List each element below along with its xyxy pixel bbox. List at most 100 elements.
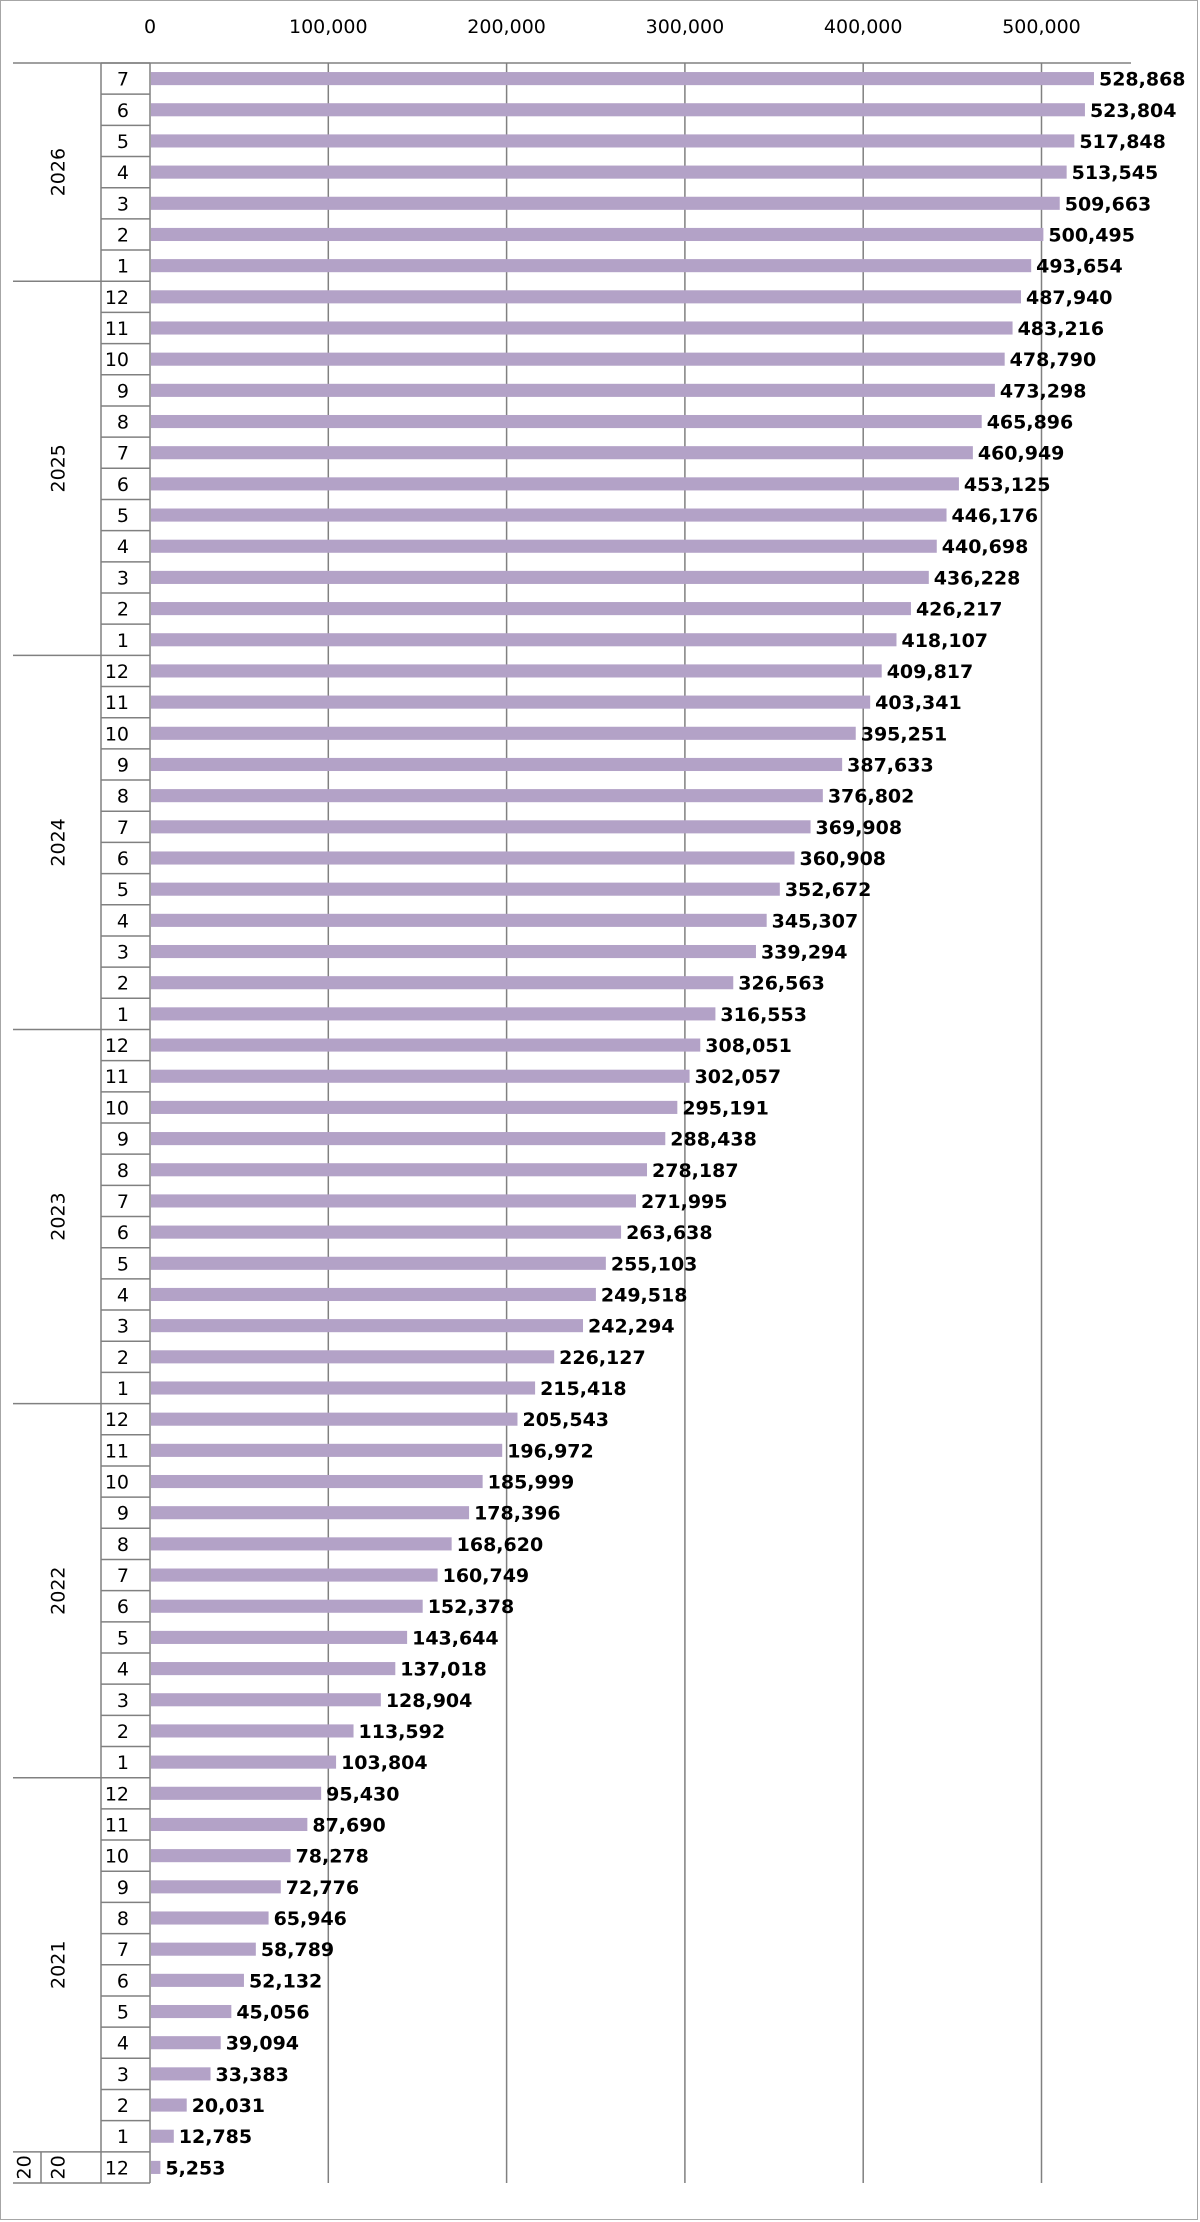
bar: [151, 633, 897, 647]
month-label: 1: [117, 1752, 129, 1774]
bar: [151, 602, 911, 616]
axis-layer: [13, 62, 1131, 2184]
year-label-part: 20: [14, 2155, 36, 2179]
bar: [151, 1630, 408, 1644]
month-label: 5: [117, 879, 129, 901]
data-label: 473,298: [1000, 380, 1087, 402]
month-label: 7: [117, 1939, 129, 1961]
bar: [151, 1381, 536, 1395]
month-label: 11: [105, 692, 129, 714]
bar: [151, 1911, 269, 1925]
data-label: 143,644: [412, 1627, 499, 1649]
data-label: 483,216: [1018, 318, 1105, 340]
data-label: 528,868: [1099, 69, 1186, 91]
x-tick-label: 400,000: [824, 16, 903, 38]
month-label: 3: [117, 1690, 129, 1712]
data-label: 436,228: [934, 567, 1021, 589]
month-label: 2: [117, 2095, 129, 2117]
data-label: 326,563: [738, 973, 825, 995]
bar: [151, 446, 973, 460]
bar: [151, 477, 959, 491]
month-label: 11: [105, 1066, 129, 1088]
month-label: 3: [117, 942, 129, 964]
bar: [151, 882, 780, 896]
data-label: 255,103: [611, 1253, 698, 1275]
data-label: 39,094: [226, 2033, 299, 2055]
bar: [151, 944, 756, 959]
bar: [151, 695, 871, 709]
bar: [151, 1568, 438, 1582]
bar: [151, 1880, 281, 1894]
bar: [151, 414, 982, 429]
month-label: 9: [117, 1129, 129, 1151]
bar: [151, 1724, 354, 1738]
data-label: 316,553: [720, 1004, 807, 1026]
month-label: 8: [117, 1160, 129, 1182]
bar: [151, 1537, 452, 1551]
data-label: 12,785: [179, 2126, 252, 2148]
data-label: 465,896: [987, 412, 1074, 434]
month-label: 3: [117, 567, 129, 589]
data-label: 493,654: [1036, 256, 1123, 278]
month-label: 8: [117, 1534, 129, 1556]
data-label: 339,294: [761, 942, 848, 964]
data-label: 215,418: [540, 1378, 627, 1400]
data-label: 487,940: [1026, 287, 1113, 309]
bar: [151, 165, 1067, 179]
bar: [151, 820, 811, 834]
month-label: 5: [117, 2002, 129, 2024]
bar: [151, 1194, 636, 1208]
data-label: 278,187: [652, 1160, 739, 1182]
month-label: 7: [117, 69, 129, 91]
data-label: 20,031: [192, 2095, 265, 2117]
month-label: 1: [117, 256, 129, 278]
data-label: 440,698: [942, 536, 1029, 558]
bar: [151, 1786, 322, 1800]
month-label: 7: [117, 443, 129, 465]
data-label: 45,056: [236, 2002, 309, 2024]
bar: [151, 1973, 244, 1987]
month-label: 4: [117, 536, 129, 558]
data-label: 58,789: [261, 1939, 334, 1961]
bar: [151, 1662, 396, 1676]
x-tick-label: 100,000: [289, 16, 368, 38]
bar: [151, 757, 843, 772]
bar: [151, 383, 995, 397]
bar: [151, 1007, 716, 1021]
bar: [151, 1256, 606, 1270]
bar: [151, 72, 1094, 86]
month-label: 1: [117, 630, 129, 652]
month-label: 12: [105, 287, 129, 309]
bar: [151, 352, 1005, 366]
month-label: 11: [105, 1440, 129, 1462]
bar: [151, 1474, 483, 1489]
grid-layer: [327, 63, 1043, 2183]
month-label: 6: [117, 100, 129, 122]
data-label: 360,908: [799, 848, 886, 870]
data-label: 500,495: [1048, 224, 1135, 246]
data-label: 478,790: [1010, 349, 1097, 371]
month-label: 1: [117, 1004, 129, 1026]
data-label: 295,191: [682, 1097, 769, 1119]
data-label: 418,107: [901, 630, 988, 652]
data-label: 113,592: [359, 1721, 446, 1743]
data-label: 263,638: [626, 1222, 713, 1244]
data-label: 352,672: [785, 879, 872, 901]
data-label: 517,848: [1079, 131, 1166, 153]
data-label: 453,125: [964, 474, 1051, 496]
month-label: 4: [117, 1659, 129, 1681]
month-label: 1: [117, 1378, 129, 1400]
month-label: 4: [117, 910, 129, 932]
bar: [151, 1817, 308, 1832]
bar: [151, 1038, 701, 1052]
month-label: 6: [117, 474, 129, 496]
bar: [151, 196, 1060, 210]
month-label: 12: [105, 2157, 129, 2179]
data-label: 128,904: [386, 1690, 473, 1712]
month-label: 3: [117, 193, 129, 215]
data-label: 271,995: [641, 1191, 728, 1213]
month-label: 10: [105, 1097, 129, 1119]
bar: [151, 2004, 232, 2019]
month-label: 6: [117, 1970, 129, 1992]
data-label: 523,804: [1090, 100, 1177, 122]
